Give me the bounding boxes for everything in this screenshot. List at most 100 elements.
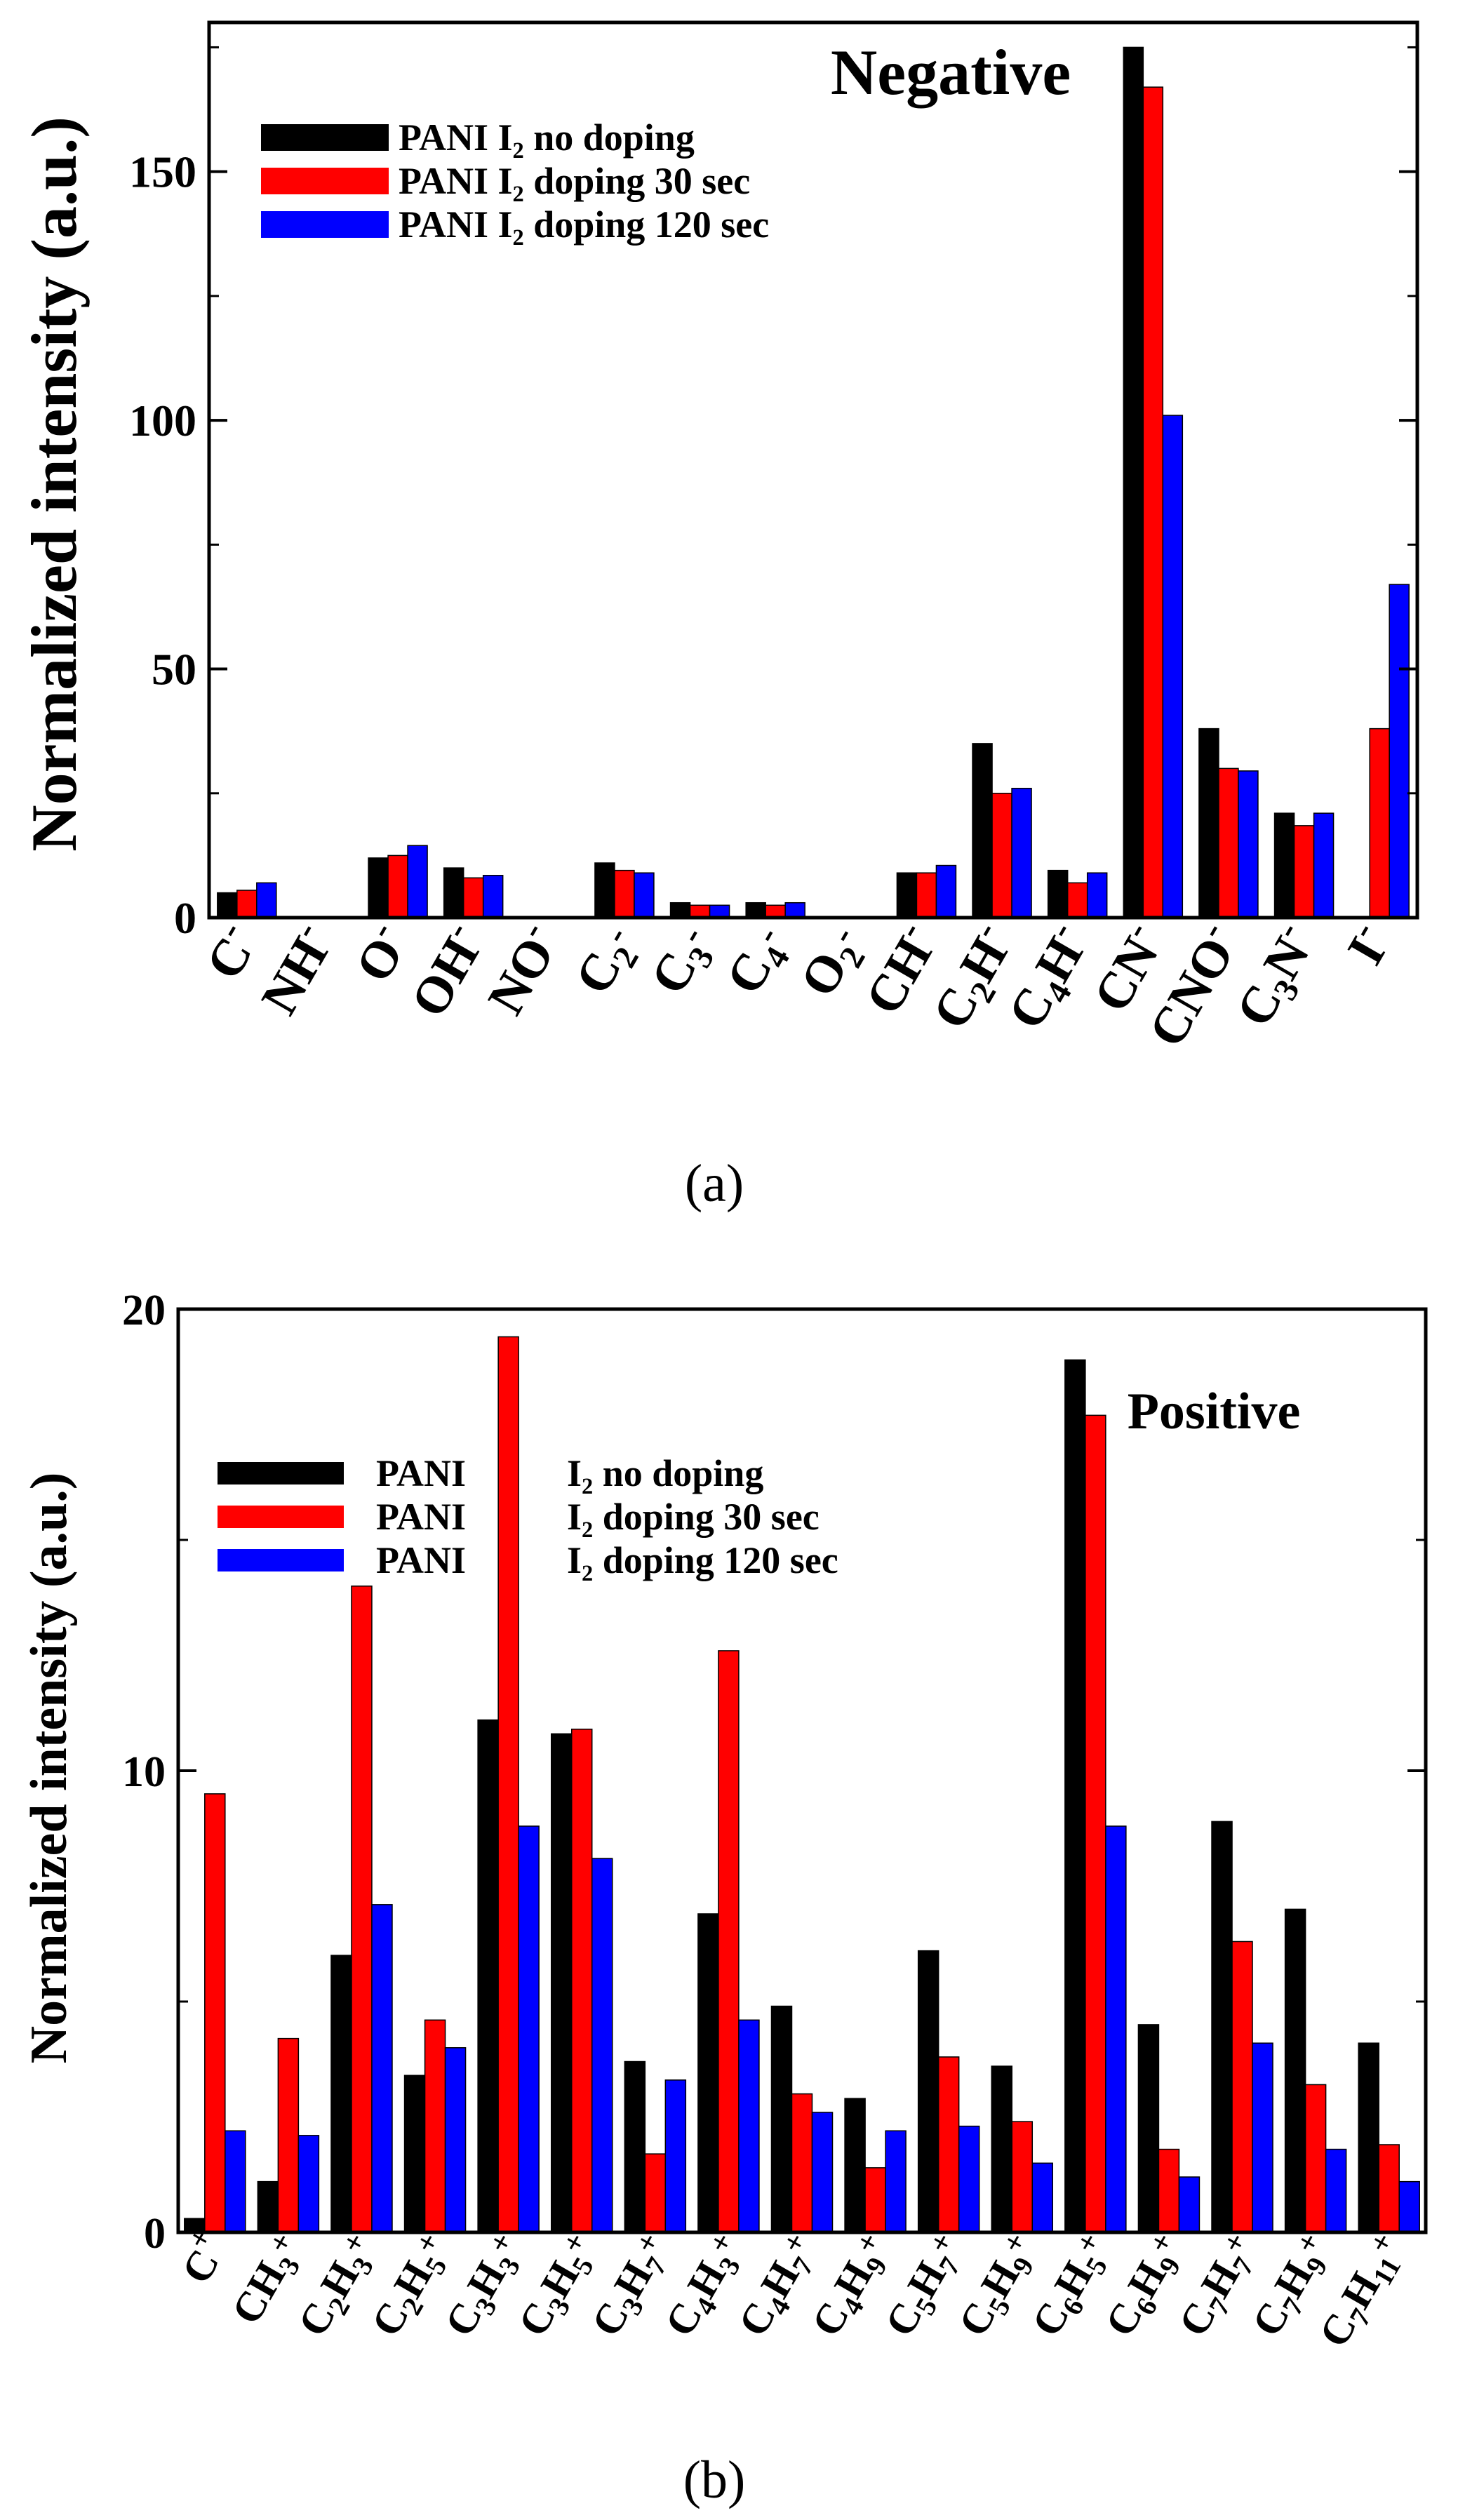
chart-a-frame — [207, 20, 1419, 920]
chart-b-legend: PANI I₂ no doping PANI I₂ doping 30 sec PANI… — [218, 1452, 838, 1581]
bar-a-7-s1 — [765, 904, 786, 918]
legend-b-label-b-1: I₂ doping 30 sec — [567, 1496, 820, 1538]
bar-a-2-s0 — [368, 857, 389, 918]
bar-b-4-s2 — [518, 1825, 540, 2233]
bar-a-13-s0 — [1198, 728, 1219, 918]
bar-a-12-s2 — [1162, 415, 1184, 918]
legend-b-label-b-0: I₂ no doping — [567, 1452, 763, 1494]
bar-a-10-s1 — [991, 793, 1012, 918]
bar-a-14-s0 — [1273, 812, 1295, 918]
legend-a-swatch-1 — [261, 168, 389, 194]
bar-a-15-s1 — [1369, 728, 1390, 918]
legend-b-swatch-1 — [218, 1506, 344, 1528]
legend-a-label-1: PANI I₂ doping 30 sec — [399, 160, 750, 202]
bar-b-15-s1 — [1304, 2084, 1327, 2233]
bar-b-8-s0 — [770, 2005, 793, 2233]
bar-b-3-s1 — [424, 2019, 446, 2233]
bar-b-14-s1 — [1231, 1941, 1253, 2233]
bar-b-13-s0 — [1137, 2024, 1160, 2233]
bar-b-12-s1 — [1085, 1414, 1106, 2233]
chart-b-y-label: Normalized intensity (a.u.) — [20, 1473, 78, 2064]
bar-b-12-s0 — [1064, 1359, 1086, 2233]
bar-a-0-s2 — [256, 882, 277, 918]
bar-a-9-s2 — [935, 864, 957, 918]
bar-a-15-s2 — [1389, 584, 1410, 918]
bar-b-9-s2 — [885, 2130, 907, 2233]
y-tick-label-a-0: 0 — [174, 893, 196, 943]
y-tick-label-a-3: 150 — [129, 147, 196, 197]
bar-a-3-s2 — [482, 874, 504, 918]
bar-a-5-s0 — [594, 862, 615, 918]
bar-a-12-s1 — [1142, 86, 1164, 918]
chart-a-bars — [217, 46, 1410, 918]
bar-b-8-s1 — [791, 2093, 813, 2233]
bar-b-1-s0 — [257, 2180, 279, 2233]
bar-a-0-s1 — [236, 890, 258, 918]
bar-a-3-s1 — [462, 877, 484, 918]
bar-a-7-s0 — [745, 902, 766, 918]
bar-b-5-s0 — [550, 1733, 573, 2233]
bar-b-5-s2 — [591, 1858, 613, 2233]
bar-b-11-s0 — [991, 2065, 1013, 2233]
y-tick-label-b-1: 10 — [122, 1748, 166, 1796]
legend-b-label-a-0: PANI — [376, 1452, 466, 1494]
bar-b-3-s2 — [444, 2047, 467, 2233]
bar-b-10-s2 — [958, 2125, 980, 2233]
legend-a-label-0: PANI I₂ no doping — [399, 116, 695, 159]
bar-b-5-s1 — [570, 1729, 593, 2233]
chart-b-title: Positive — [1128, 1383, 1301, 1440]
chart-a-y-label: Normalized intensity (a.u.) — [18, 116, 90, 852]
bar-b-1-s2 — [297, 2135, 320, 2233]
bar-a-2-s1 — [387, 854, 408, 918]
bar-b-14-s2 — [1252, 2042, 1273, 2233]
bar-b-0-s1 — [204, 1793, 226, 2233]
bar-b-12-s2 — [1105, 1825, 1127, 2233]
bar-b-6-s0 — [624, 2060, 646, 2233]
bar-b-6-s2 — [664, 2079, 687, 2233]
bar-a-0-s0 — [217, 892, 238, 918]
bar-a-6-s2 — [709, 904, 730, 918]
bar-b-3-s0 — [403, 2075, 426, 2233]
bar-a-12-s0 — [1123, 46, 1144, 918]
legend-a-swatch-2 — [261, 211, 389, 238]
bar-b-13-s2 — [1178, 2176, 1200, 2233]
bar-b-6-s1 — [644, 2153, 667, 2233]
bar-b-9-s0 — [844, 2098, 866, 2233]
chart-b-y-ticks: 0 10 20 — [122, 1287, 1426, 2258]
chart-a-y-ticks: 0 50 100 150 — [129, 46, 1417, 943]
bar-b-11-s2 — [1031, 2162, 1054, 2233]
bar-a-5-s2 — [634, 872, 655, 918]
bar-b-15-s2 — [1325, 2148, 1347, 2233]
legend-b-label-b-2: I₂ doping 120 sec — [567, 1539, 838, 1581]
bar-b-16-s2 — [1398, 2180, 1420, 2233]
bar-a-2-s2 — [407, 845, 428, 918]
bar-b-10-s0 — [917, 1950, 939, 2233]
legend-a-label-2: PANI I₂ doping 120 sec — [399, 203, 769, 246]
bar-a-10-s0 — [972, 743, 993, 918]
legend-b-swatch-2 — [218, 1549, 344, 1571]
bar-b-16-s1 — [1378, 2144, 1400, 2233]
bar-a-9-s0 — [896, 872, 918, 918]
bar-a-3-s0 — [443, 867, 464, 918]
bar-b-1-s1 — [277, 2037, 300, 2233]
legend-b-label-a-1: PANI — [376, 1496, 466, 1538]
bar-b-14-s0 — [1211, 1821, 1233, 2233]
y-tick-label-b-2: 20 — [122, 1287, 166, 1334]
bar-b-16-s0 — [1358, 2042, 1379, 2233]
y-tick-label-b-0: 0 — [144, 2210, 166, 2258]
bar-a-7-s2 — [784, 902, 805, 918]
chart-a-caption: (a) — [685, 1154, 744, 1213]
bar-b-7-s0 — [697, 1913, 719, 2233]
bar-b-13-s1 — [1158, 2148, 1180, 2233]
chart-b-caption: (b) — [683, 2451, 746, 2509]
bar-b-2-s0 — [330, 1955, 352, 2233]
bar-a-6-s1 — [689, 904, 711, 918]
bar-b-4-s1 — [497, 1336, 519, 2233]
bar-a-11-s1 — [1066, 882, 1088, 918]
legend-a-swatch-0 — [261, 124, 389, 151]
bar-b-8-s2 — [811, 2112, 834, 2233]
bar-a-13-s2 — [1238, 770, 1259, 918]
